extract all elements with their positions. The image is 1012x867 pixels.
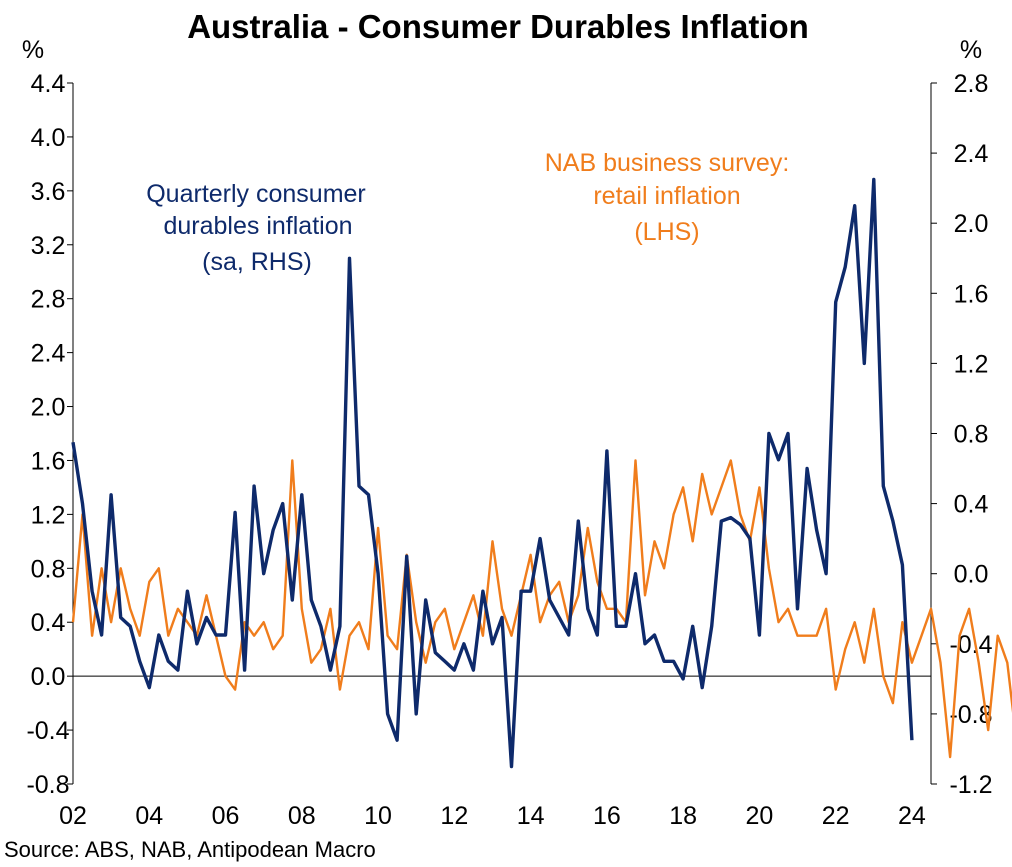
right-tick-label: 0.0 xyxy=(954,561,989,589)
left-axis-ticks: 4.4 4.0 3.6 3.2 2.8 2.4 2.0 1.6 1.2 0.8 0.4 0.0 -0.4… xyxy=(26,70,73,799)
left-tick-label: 0.8 xyxy=(31,555,66,583)
left-tick-label: -0.4 xyxy=(26,717,69,745)
cpi-annotation-line-1: Quarterly consumer xyxy=(146,180,366,208)
cpi-annotation-line-3: (sa, RHS) xyxy=(202,248,312,276)
nab-retail-inflation-line xyxy=(71,459,1012,759)
x-tick-label: 06 xyxy=(212,802,240,830)
nab-annotation-line-3: (LHS) xyxy=(634,218,699,246)
left-tick-label: 3.6 xyxy=(31,178,66,206)
x-tick-label: 24 xyxy=(898,802,926,830)
x-tick-label: 14 xyxy=(517,802,545,830)
x-tick-label: 16 xyxy=(593,802,621,830)
left-tick-label: 1.6 xyxy=(31,447,66,475)
cpi-annotation-line-2: durables inflation xyxy=(163,212,352,240)
right-tick-label: 1.2 xyxy=(954,350,989,378)
x-tick-label: 04 xyxy=(135,802,163,830)
x-tick-label: 02 xyxy=(59,802,87,830)
left-tick-label: 2.4 xyxy=(31,340,66,368)
source-note: Source: ABS, NAB, Antipodean Macro xyxy=(4,837,376,862)
left-tick-label: 4.0 xyxy=(31,124,66,152)
left-tick-label: -0.8 xyxy=(26,771,69,799)
left-tick-label: 3.2 xyxy=(31,232,66,260)
consumer-durables-inflation-line xyxy=(71,177,914,769)
x-tick-label: 12 xyxy=(440,802,468,830)
right-tick-label: 2.4 xyxy=(954,140,989,168)
right-tick-label: 0.8 xyxy=(954,421,989,449)
x-tick-label: 22 xyxy=(822,802,850,830)
right-axis-ticks: 2.82.42.01.61.20.80.40.0-0.4-0.8-1.2 xyxy=(931,70,993,799)
series-layer xyxy=(71,177,1012,769)
x-axis-ticks: 02 04 06 08 10 12 14 16 18 20 22 24 xyxy=(59,802,926,830)
nab-annotation-line-2: retail inflation xyxy=(593,182,740,210)
right-tick-label: 2.8 xyxy=(954,70,989,98)
left-tick-label: 4.4 xyxy=(31,70,66,98)
x-tick-label: 10 xyxy=(364,802,392,830)
right-axis-unit: % xyxy=(960,36,982,64)
left-axis-unit: % xyxy=(22,36,44,64)
right-tick-label: 2.0 xyxy=(954,210,989,238)
x-tick-label: 08 xyxy=(288,802,316,830)
right-tick-label: 1.6 xyxy=(954,280,989,308)
nab-annotation-line-1: NAB business survey: xyxy=(545,149,790,177)
right-tick-label: 0.4 xyxy=(954,491,989,519)
right-tick-label: -0.4 xyxy=(949,631,992,659)
chart-title: Australia - Consumer Durables Inflation xyxy=(187,8,809,45)
left-tick-label: 0.4 xyxy=(31,609,66,637)
x-tick-label: 20 xyxy=(745,802,773,830)
left-tick-label: 2.0 xyxy=(31,394,66,422)
left-tick-label: 2.8 xyxy=(31,286,66,314)
right-tick-label: -1.2 xyxy=(949,771,992,799)
x-tick-label: 18 xyxy=(669,802,697,830)
left-tick-label: 1.2 xyxy=(31,501,66,529)
left-tick-label: 0.0 xyxy=(31,663,66,691)
